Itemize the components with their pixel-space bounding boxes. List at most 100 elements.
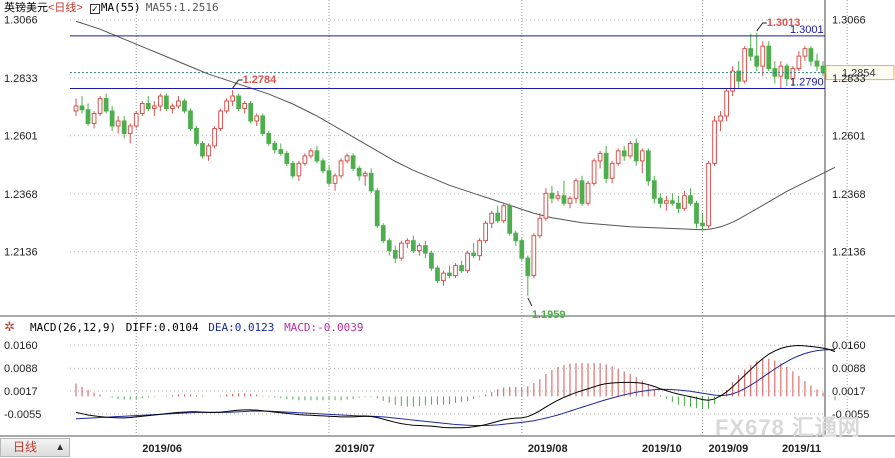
candle-body <box>386 240 392 252</box>
candle-body <box>109 110 115 127</box>
down-candle <box>459 260 464 274</box>
candle-body <box>603 152 609 179</box>
candle-body <box>525 257 531 277</box>
down-candle <box>808 46 814 67</box>
y-tick-label-right: 1.2833 <box>832 73 866 85</box>
down-candle <box>519 238 525 261</box>
candle-body <box>392 250 398 259</box>
current-price-box <box>825 65 895 81</box>
down-candle <box>182 98 187 114</box>
down-candle <box>748 33 754 62</box>
up-candle <box>302 153 308 166</box>
x-tick-label: 2019/06 <box>142 443 182 455</box>
candle-body <box>139 103 145 114</box>
up-candle <box>242 101 248 114</box>
up-candle <box>760 41 766 77</box>
x-tick-label: 2019/08 <box>528 443 568 455</box>
up-candle <box>115 115 121 134</box>
candle-body <box>706 162 711 227</box>
down-candle <box>657 193 663 209</box>
candle-body <box>320 160 326 172</box>
down-candle <box>633 138 639 166</box>
candle-body <box>230 95 235 102</box>
candle-body <box>224 100 229 112</box>
candle-body <box>423 245 428 254</box>
down-candle <box>103 93 109 114</box>
down-candle <box>579 175 585 206</box>
down-candle <box>754 32 760 72</box>
annotation-pointer <box>756 22 767 32</box>
candle-body <box>194 127 199 144</box>
y-tick-label-right: 1.2368 <box>832 189 866 201</box>
candle-body <box>754 55 760 67</box>
candle-body <box>802 48 808 57</box>
up-candle <box>308 148 314 159</box>
ma55-path <box>75 20 836 231</box>
triangle-up-icon: ▲ <box>55 442 65 453</box>
down-candle <box>380 223 386 244</box>
down-candle <box>326 165 332 186</box>
macd-diff-label: DIFF:0.0104 <box>125 321 199 334</box>
annotation-pointer <box>232 79 243 89</box>
ma-checkbox-icon[interactable]: ✓ <box>89 4 100 14</box>
candle-body <box>483 222 489 242</box>
ma55-line <box>75 20 836 231</box>
up-candle <box>151 101 157 116</box>
candle-body <box>260 115 266 134</box>
macd-tick-label-left: 0.0160 <box>4 340 38 352</box>
candle-body <box>790 68 796 80</box>
candle-body <box>657 197 663 204</box>
level-label: 1.2790 <box>790 77 824 89</box>
candle-body <box>453 265 458 277</box>
up-candle <box>567 195 573 209</box>
candle-body <box>477 240 482 257</box>
candle-body <box>495 212 501 222</box>
up-candle <box>483 220 489 244</box>
low-annotation-label: 1.1959 <box>532 309 566 321</box>
y-axis-labels: 1.3066 1.3066 1.2833 1.2833 1.2601 1.2601 1.23… <box>4 15 869 421</box>
up-candle <box>627 140 633 159</box>
macd-tick-label-left: -0.0055 <box>4 409 41 421</box>
candlestick-series <box>73 32 826 296</box>
down-candle <box>121 115 127 139</box>
candle-body <box>435 267 440 282</box>
symbol-label: 英镑美元 <box>4 2 48 14</box>
candle-body <box>748 48 754 57</box>
candle-body <box>585 182 591 204</box>
x-tick-label: 2019/07 <box>335 443 375 455</box>
candle-body <box>567 197 573 204</box>
candle-body <box>338 160 344 177</box>
down-candle <box>368 168 374 194</box>
candle-body <box>272 142 278 151</box>
down-candle <box>447 265 452 279</box>
candle-body <box>218 110 223 129</box>
candle-body <box>519 240 525 259</box>
down-candle <box>670 193 675 206</box>
up-candle <box>573 178 579 204</box>
down-candle <box>645 148 651 186</box>
x-tick-label: 2019/09 <box>709 443 749 455</box>
up-candle <box>398 240 404 261</box>
up-candle <box>206 143 211 161</box>
settings-gear-icon[interactable]: ✲ <box>4 319 15 334</box>
down-candle <box>603 145 609 184</box>
macd-panel <box>75 345 836 429</box>
x-axis-labels: 2019/06 2019/07 2019/08 2019/09 2019/10 2019/… <box>142 443 821 455</box>
up-candle <box>537 213 543 239</box>
period-select-button[interactable]: 日线 ▲ <box>0 438 70 457</box>
current-price-label: 1.2854 <box>842 68 876 80</box>
candle-body <box>465 252 470 272</box>
down-candle <box>284 150 290 166</box>
up-candle <box>218 108 223 131</box>
up-candle <box>718 111 723 131</box>
candle-body <box>639 150 645 162</box>
down-candle <box>278 143 284 156</box>
candle-body <box>459 265 464 272</box>
candle-body <box>700 222 705 227</box>
down-candle <box>736 61 742 89</box>
up-candle <box>404 238 410 249</box>
candle-body <box>284 152 290 164</box>
macd-tick-label-right: 0.0017 <box>832 386 866 398</box>
down-candle <box>79 96 85 114</box>
